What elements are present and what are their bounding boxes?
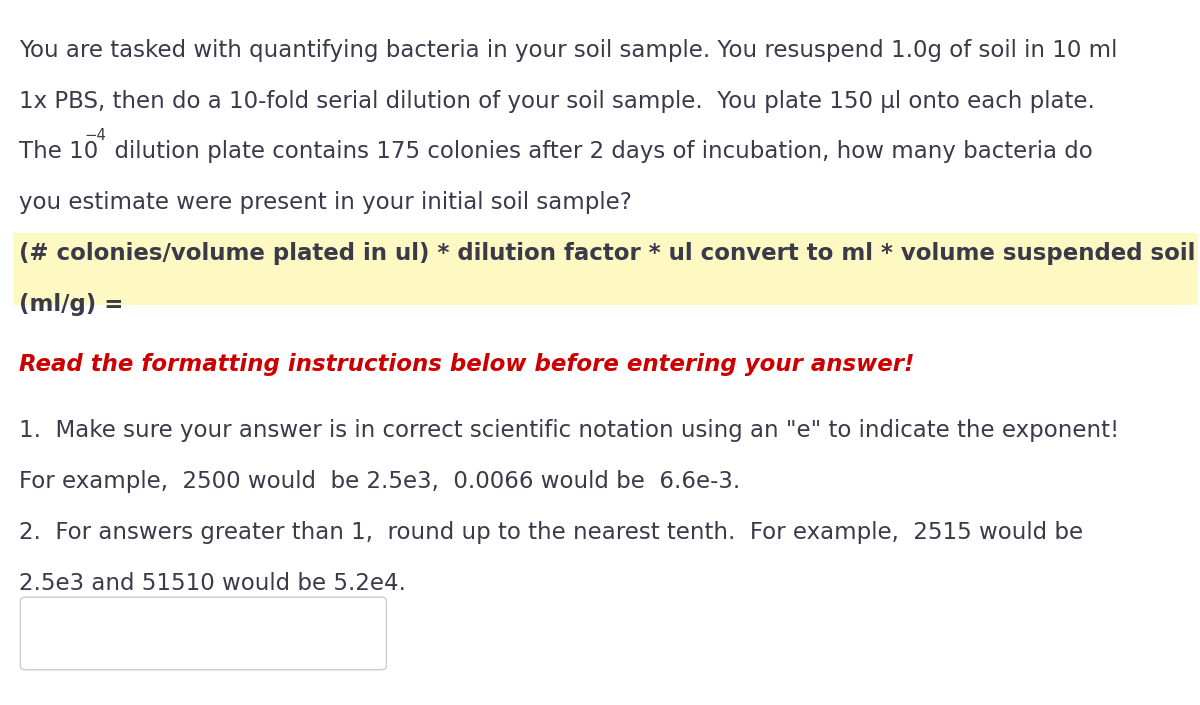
Text: 1.  Make sure your answer is in correct scientific notation using an "e" to indi: 1. Make sure your answer is in correct s…: [19, 419, 1120, 443]
FancyBboxPatch shape: [20, 597, 386, 670]
Text: 1x PBS, then do a 10-fold serial dilution of your soil sample.  You plate 150 μl: 1x PBS, then do a 10-fold serial dilutio…: [19, 90, 1096, 113]
Text: (ml/g) =: (ml/g) =: [19, 293, 124, 316]
Text: For example,  2500 would  be 2.5e3,  0.0066 would be  6.6e-3.: For example, 2500 would be 2.5e3, 0.0066…: [19, 470, 740, 493]
Text: Read the formatting instructions below before entering your answer!: Read the formatting instructions below b…: [19, 353, 914, 376]
Text: 2.  For answers greater than 1,  round up to the nearest tenth.  For example,  2: 2. For answers greater than 1, round up …: [19, 521, 1084, 544]
Text: The 10: The 10: [19, 140, 98, 164]
Text: you estimate were present in your initial soil sample?: you estimate were present in your initia…: [19, 191, 632, 214]
Text: −4: −4: [84, 128, 106, 142]
Text: (# colonies/volume plated in ul) * dilution factor * ul convert to ml * volume s: (# colonies/volume plated in ul) * dilut…: [19, 242, 1195, 265]
FancyBboxPatch shape: [13, 233, 1198, 305]
Text: 2.5e3 and 51510 would be 5.2e4.: 2.5e3 and 51510 would be 5.2e4.: [19, 572, 406, 595]
Text: You are tasked with quantifying bacteria in your soil sample. You resuspend 1.0g: You are tasked with quantifying bacteria…: [19, 39, 1117, 62]
Text: dilution plate contains 175 colonies after 2 days of incubation, how many bacter: dilution plate contains 175 colonies aft…: [100, 140, 1092, 164]
